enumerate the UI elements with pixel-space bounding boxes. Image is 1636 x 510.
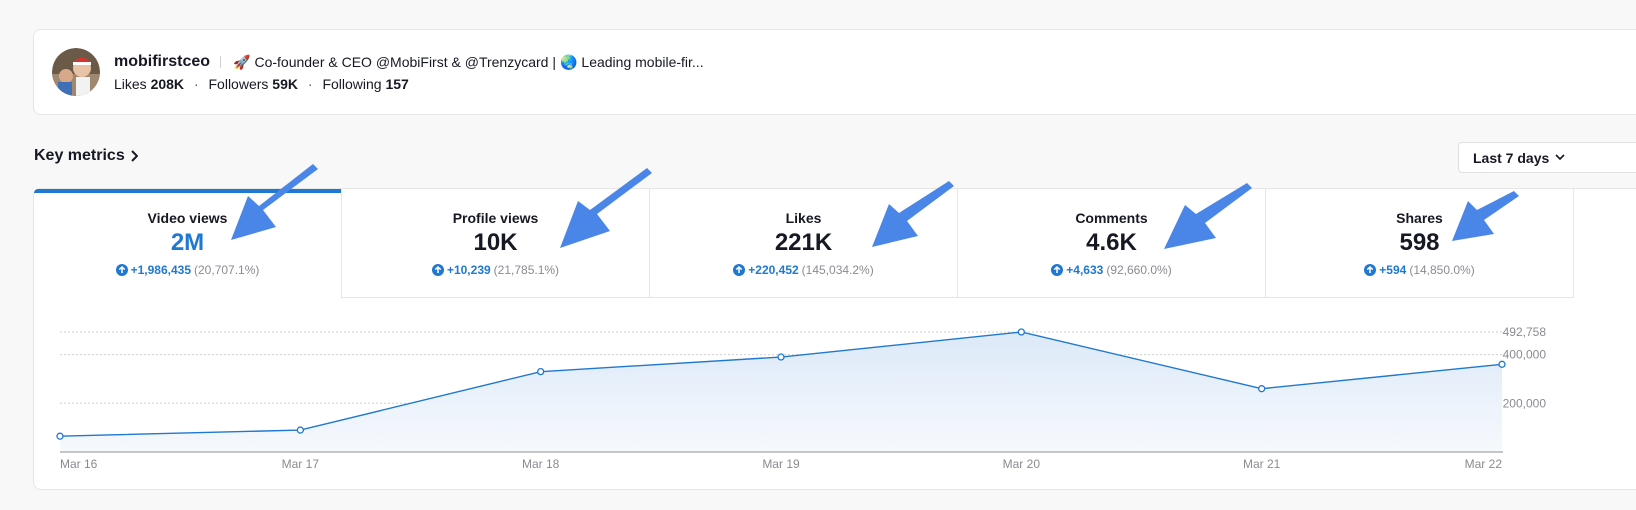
- metric-delta: +594: [1379, 263, 1407, 277]
- metric-delta: +1,986,435: [130, 263, 192, 277]
- y-tick-label: 492,758: [1503, 325, 1547, 339]
- globe-icon: 🌏: [559, 53, 578, 70]
- metric-label: Comments: [1075, 210, 1148, 226]
- x-tick-label: Mar 17: [282, 457, 320, 471]
- metric-label: Shares: [1396, 210, 1443, 226]
- metric-percent: (145,034.2%): [801, 263, 874, 277]
- data-point[interactable]: [1017, 328, 1025, 336]
- metric-delta: +10,239: [446, 263, 491, 277]
- followers-label: Followers: [208, 76, 269, 92]
- metric-change: +4,633 (92,660.0%): [958, 263, 1265, 277]
- followers-count: 59K: [272, 76, 298, 92]
- bio: 🚀 Co-founder & CEO @MobiFirst & @Trenzyc…: [233, 54, 704, 71]
- chart-area-fill: [60, 332, 1502, 452]
- bio-text: Co-founder & CEO @MobiFirst & @Trenzycar…: [254, 54, 556, 70]
- arrow-up-circle-icon: [115, 264, 128, 276]
- period-label: Last 7 days: [1473, 149, 1550, 166]
- data-point[interactable]: [537, 367, 545, 376]
- following-label: Following: [322, 76, 382, 92]
- data-point[interactable]: [777, 353, 785, 361]
- likes-count: 208K: [150, 76, 185, 92]
- metric-change: +594 (14,850.0%): [1266, 263, 1573, 277]
- key-metrics-title: Key metrics: [34, 147, 125, 164]
- arrow-up-circle-icon: [1051, 264, 1064, 276]
- username[interactable]: mobifirstceo: [114, 53, 211, 70]
- metric-change: +10,239 (21,785.1%): [342, 263, 649, 277]
- metric-percent: (21,785.1%): [493, 263, 560, 277]
- metric-percent: (20,707.1%): [194, 263, 260, 277]
- arrow-up-circle-icon: [733, 264, 746, 276]
- divider: [220, 56, 222, 68]
- key-metrics-link[interactable]: Key metrics: [34, 147, 138, 165]
- metric-value: 4.6K: [1086, 229, 1137, 256]
- x-tick-label: Mar 22: [1465, 457, 1503, 471]
- chevron-down-icon: [1555, 154, 1565, 161]
- metric-value: 221K: [774, 229, 833, 256]
- stat-separator: ·: [193, 76, 199, 92]
- metric-change: +220,452 (145,034.2%): [650, 263, 957, 277]
- following-count: 157: [385, 76, 409, 92]
- metric-value: 2M: [170, 229, 205, 256]
- metric-percent: (92,660.0%): [1106, 263, 1172, 277]
- x-tick-label: Mar 18: [522, 457, 560, 471]
- period-dropdown[interactable]: Last 7 days: [1458, 142, 1636, 173]
- avatar[interactable]: [52, 48, 100, 96]
- x-tick-label: Mar 20: [1003, 457, 1041, 471]
- data-point[interactable]: [56, 432, 64, 440]
- x-tick-label: Mar 16: [60, 457, 98, 471]
- metric-label: Likes: [785, 210, 822, 226]
- active-tab-indicator: [34, 189, 341, 193]
- metric-value: 10K: [473, 229, 518, 256]
- data-point[interactable]: [1258, 385, 1266, 393]
- profile-card: mobifirstceo 🚀 Co-founder & CEO @MobiFir…: [33, 29, 1636, 115]
- metric-change: +1,986,435 (20,707.1%): [34, 263, 341, 277]
- metric-delta: +220,452: [748, 263, 799, 277]
- rocket-icon: 🚀: [233, 53, 251, 70]
- data-point[interactable]: [1498, 360, 1506, 368]
- y-tick-label: 400,000: [1503, 348, 1547, 362]
- likes-label: Likes: [114, 76, 147, 92]
- arrow-up-circle-icon: [431, 264, 444, 276]
- metric-delta: +4,633: [1066, 263, 1104, 277]
- metric-value: 598: [1399, 229, 1440, 256]
- data-point[interactable]: [296, 426, 304, 434]
- profile-stats: Likes 208K · Followers 59K · Following 1…: [114, 76, 409, 92]
- metric-label: Profile views: [452, 210, 539, 226]
- stat-separator: ·: [307, 76, 313, 92]
- metric-percent: (14,850.0%): [1409, 263, 1475, 277]
- chevron-right-icon: [131, 150, 138, 162]
- x-tick-label: Mar 21: [1243, 457, 1281, 471]
- x-tick-label: Mar 19: [762, 457, 800, 471]
- metric-label: Video views: [147, 210, 228, 226]
- tab-shares[interactable]: Shares 598 +594 (14,850.0%): [1266, 189, 1574, 298]
- y-tick-label: 200,000: [1503, 396, 1547, 410]
- arrow-up-circle-icon: [1364, 264, 1377, 276]
- bio-text-continued: Leading mobile-fir...: [581, 54, 704, 70]
